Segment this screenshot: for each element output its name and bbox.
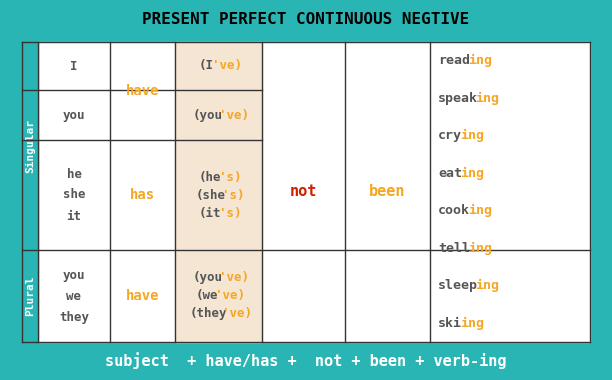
Bar — [175, 42, 262, 342]
Text: ing: ing — [468, 242, 492, 255]
Bar — [0, 342, 612, 380]
Text: ing: ing — [476, 92, 499, 105]
Text: (she: (she — [196, 188, 226, 201]
Text: cook: cook — [438, 204, 470, 217]
Text: (they: (they — [189, 307, 227, 320]
Text: he
she
it: he she it — [63, 168, 85, 223]
Text: 've): 've) — [215, 290, 245, 302]
Text: tell: tell — [438, 242, 470, 255]
Text: you
we
they: you we they — [59, 269, 89, 323]
Text: Plural: Plural — [25, 276, 35, 316]
Text: 've): 've) — [218, 109, 248, 122]
Text: PRESENT PERFECT CONTINUOUS NEGTIVE: PRESENT PERFECT CONTINUOUS NEGTIVE — [143, 13, 469, 27]
Text: ing: ing — [468, 204, 492, 217]
Text: (he: (he — [199, 171, 222, 184]
Text: (you: (you — [193, 271, 223, 285]
Text: ski: ski — [438, 317, 462, 330]
Text: cry: cry — [438, 129, 462, 142]
Text: (we: (we — [196, 290, 218, 302]
Bar — [0, 0, 612, 40]
Text: read: read — [438, 54, 470, 67]
Text: (you: (you — [193, 109, 223, 122]
Text: ing: ing — [460, 317, 485, 330]
Text: ing: ing — [460, 129, 485, 142]
Text: have: have — [125, 84, 159, 98]
Text: (it: (it — [199, 206, 222, 220]
Text: eat: eat — [438, 167, 462, 180]
Text: have: have — [125, 289, 159, 303]
Text: (I: (I — [199, 60, 214, 73]
Text: subject  + have/has +  not + been + verb-ing: subject + have/has + not + been + verb-i… — [105, 353, 507, 369]
Text: 's): 's) — [222, 188, 244, 201]
Text: ing: ing — [476, 279, 499, 292]
Text: 've): 've) — [212, 60, 242, 73]
Text: I: I — [70, 60, 78, 73]
Text: has: has — [130, 188, 155, 202]
Bar — [22, 42, 38, 342]
Text: Singular: Singular — [25, 119, 35, 173]
Text: 's): 's) — [218, 171, 241, 184]
Text: 've): 've) — [218, 271, 248, 285]
Text: 's): 's) — [218, 206, 241, 220]
Text: speak: speak — [438, 92, 478, 105]
Text: ing: ing — [460, 167, 485, 180]
Text: been: been — [369, 185, 406, 200]
Text: 've): 've) — [222, 307, 252, 320]
Text: you: you — [63, 109, 85, 122]
Text: sleep: sleep — [438, 279, 478, 292]
Bar — [38, 42, 590, 342]
Text: not: not — [290, 185, 317, 200]
Text: ing: ing — [468, 54, 492, 67]
